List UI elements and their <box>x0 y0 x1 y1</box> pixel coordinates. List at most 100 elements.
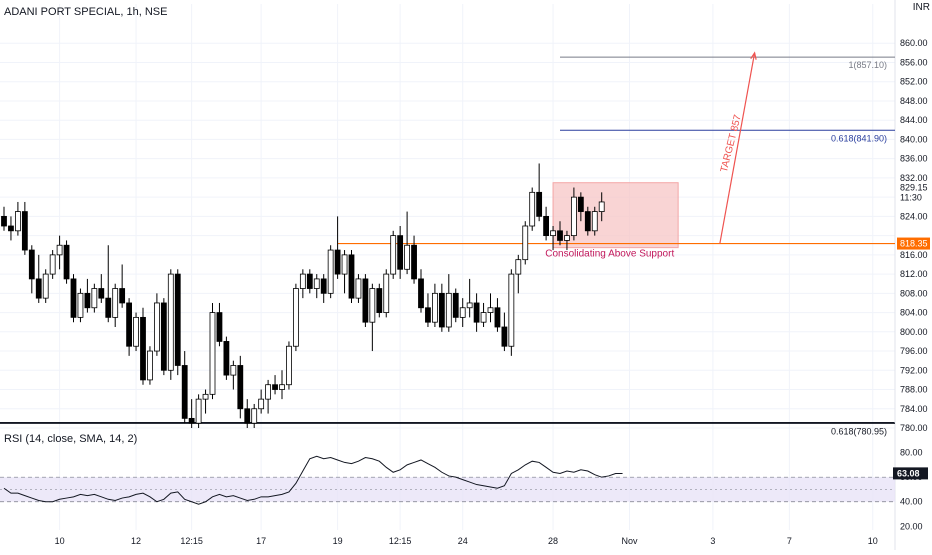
candle-body <box>216 312 223 342</box>
price-tick-label: 844.00 <box>900 115 928 125</box>
candle-body <box>28 249 35 280</box>
candle-body <box>188 417 195 424</box>
candle-body <box>153 302 160 352</box>
price-axis: 780.00 784.00 788.00 792.00 796.00 800.00 804.… <box>900 38 928 433</box>
candle-body <box>147 350 153 381</box>
price-tick-label: 840.00 <box>900 134 928 144</box>
current-time-label: 11:30 <box>900 193 922 203</box>
candle-body <box>445 292 452 328</box>
candle-body <box>84 292 91 309</box>
time-tick-label: 12:15 <box>389 536 412 546</box>
price-tick-label: 852.00 <box>900 77 928 87</box>
time-tick-label: 19 <box>333 536 343 546</box>
price-tick-label: 832.00 <box>900 173 928 183</box>
candle-body <box>348 254 355 299</box>
candle-body <box>56 244 63 256</box>
candle-body <box>286 345 292 386</box>
annotation-target: TARGET 857 <box>719 113 744 173</box>
candle-body <box>494 307 501 328</box>
candle-body <box>14 211 21 232</box>
candle-body <box>571 196 577 237</box>
candle-body <box>425 307 431 323</box>
time-tick-label: 12:15 <box>180 536 203 546</box>
price-tick-label: 784.00 <box>900 404 928 414</box>
candle-body <box>327 249 334 294</box>
candle-body <box>258 398 265 410</box>
candle-body <box>237 365 244 410</box>
candle-body <box>438 292 445 328</box>
time-axis: 10 12 12:15 17 19 12:15 24 28 Nov 3 7 10 <box>55 536 878 546</box>
price-tick-label: 824.00 <box>900 211 928 221</box>
candle-body <box>230 365 237 376</box>
rsi-tick-label: 80.00 <box>900 448 923 458</box>
candle-body <box>313 278 320 289</box>
candle-body <box>543 215 549 237</box>
support-price-tag <box>897 237 930 250</box>
candle-body <box>126 302 132 347</box>
candle-body <box>105 297 112 318</box>
time-tick-label: 7 <box>787 536 792 546</box>
candle-body <box>591 211 598 232</box>
time-tick-label: 17 <box>256 536 266 546</box>
candle-body <box>21 211 28 251</box>
chart-title: ADANI PORT SPECIAL, 1h, NSE <box>4 6 168 18</box>
candle-body <box>140 316 146 381</box>
candle-body <box>390 235 397 275</box>
time-tick-label: 10 <box>55 536 65 546</box>
candle-body <box>181 365 188 419</box>
candle-body <box>91 288 98 309</box>
candle-body <box>167 273 174 371</box>
annotation-consolidating: Consolidating Above Support <box>545 248 674 259</box>
support-price-label: 818.35 <box>900 239 928 249</box>
candle-body <box>376 288 383 313</box>
candle-body <box>70 278 77 318</box>
candle-body <box>536 191 543 217</box>
fib-level-label: 0.618(841.90) <box>831 133 887 143</box>
price-tick-label: 780.00 <box>900 423 928 433</box>
candle-body <box>251 408 258 424</box>
time-tick-label: 3 <box>710 536 715 546</box>
candle-body <box>404 244 411 270</box>
price-tick-label: 800.00 <box>900 327 928 337</box>
time-tick-label: 28 <box>548 536 558 546</box>
target-arrow-head <box>750 51 757 60</box>
rsi-value-tag <box>893 467 928 480</box>
price-tick-label: 796.00 <box>900 346 928 356</box>
price-tick-label: 856.00 <box>900 57 928 67</box>
candle-body <box>174 273 181 366</box>
candle-body <box>77 292 84 318</box>
time-tick-label: 10 <box>868 536 878 546</box>
candle-body <box>418 278 424 309</box>
candles <box>1 163 605 428</box>
candle-body <box>508 273 515 347</box>
candle-body <box>466 302 473 309</box>
candle-body <box>362 278 369 323</box>
candle-body <box>35 278 42 299</box>
candle-body <box>577 196 584 212</box>
candle-body <box>209 312 216 395</box>
candle-body <box>63 244 70 280</box>
candle-body <box>564 235 570 241</box>
candle-body <box>411 244 417 280</box>
candle-body <box>98 288 105 299</box>
candle-body <box>529 191 536 227</box>
price-tick-label: 836.00 <box>900 154 928 164</box>
price-tick-label: 860.00 <box>900 38 928 48</box>
candle-body <box>42 273 49 299</box>
candle-body <box>383 273 390 313</box>
candle-body <box>306 273 313 289</box>
candle-body <box>480 312 487 323</box>
candle-body <box>195 398 202 424</box>
candle-body <box>334 249 341 275</box>
candle-body <box>598 201 605 212</box>
candle-body <box>557 230 563 241</box>
candle-body <box>522 225 529 261</box>
candle-body <box>272 384 278 390</box>
currency-label: INR <box>912 2 930 13</box>
candle-body <box>487 307 494 313</box>
candle-body <box>119 288 126 304</box>
time-tick-label: 12 <box>131 536 141 546</box>
candle-body <box>320 278 327 294</box>
